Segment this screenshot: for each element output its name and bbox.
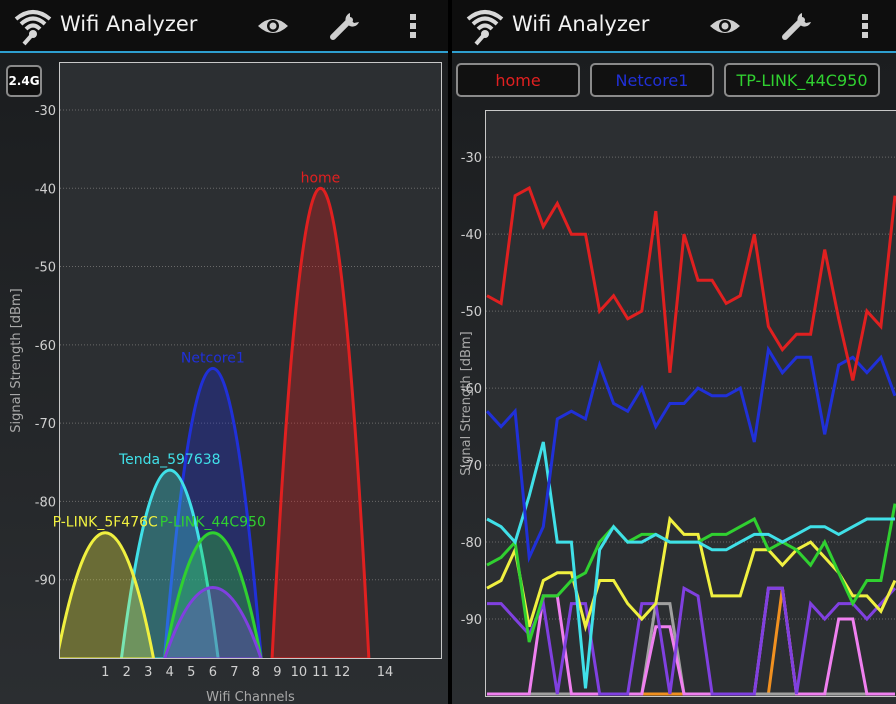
view-button[interactable] (254, 7, 292, 45)
overflow-menu-icon (862, 14, 868, 38)
ap-filter-home-button[interactable]: home (456, 63, 580, 97)
overflow-menu-icon (410, 14, 416, 38)
signal-lines (485, 185, 896, 696)
y-tick-label: -80 (35, 495, 56, 510)
y-axis-label: Signal Strength [dBm] (9, 288, 24, 432)
ap-filter-label: TP-LINK_44C950 (736, 70, 868, 90)
y-axis-label: Signal Strength [dBm] (459, 331, 474, 475)
signal-line-tp-link_44c950 (486, 503, 896, 643)
signal-line-home (486, 185, 896, 381)
x-tick-label: 2 (123, 665, 131, 680)
signal-line-tenda_597638 (486, 441, 895, 689)
time-graph-area: home Netcore1 TP-LINK_44C950 -30 -40 -50 -6… (452, 53, 896, 704)
network-label: home (301, 170, 341, 186)
y-tick-label: -60 (35, 339, 56, 354)
network-curve-purple (163, 586, 263, 658)
channel-graph-chart: -30-40-50-60-70-80-901 2 3 4 5 6 7 8 9 10 11 12 14Si… (9, 104, 441, 704)
x-tick-label: 3 (144, 665, 152, 680)
wifi-logo-icon (14, 10, 52, 46)
network-curve-tp-link_44c950 (163, 531, 263, 658)
network-label: Tenda_597638 (118, 452, 221, 468)
time-graph-chart: -30 -40 -50 -60 -70 -80 -90 Signal Strength [dB… (459, 151, 896, 696)
ap-filter-label: Netcore1 (615, 70, 689, 90)
overflow-menu-button[interactable] (848, 7, 882, 45)
x-tick-label: 11 (312, 665, 329, 680)
network-label: P-LINK_5F476C (53, 515, 158, 531)
signal-line-netcore1 (485, 345, 896, 564)
network-curves (60, 186, 371, 658)
x-tick-label: 5 (187, 665, 195, 680)
y-tick-label: -90 (461, 613, 482, 628)
y-tick-label: -90 (35, 574, 56, 589)
network-curve-home (270, 186, 371, 658)
x-tick-label: 7 (230, 665, 238, 680)
ap-filter-tplink-button[interactable]: TP-LINK_44C950 (724, 63, 880, 97)
x-tick-label: 1 (101, 665, 109, 680)
wrench-icon (330, 13, 359, 40)
x-tick-label: 14 (377, 665, 394, 680)
signal-line-purple (487, 585, 896, 696)
x-tick-label: 8 (252, 665, 260, 680)
network-label: Netcore1 (181, 350, 245, 366)
y-tick-label: -70 (461, 459, 482, 474)
wrench-icon (782, 13, 811, 40)
channel-plot-frame (59, 62, 442, 659)
app-title: Wifi Analyzer (512, 12, 650, 36)
eye-icon (258, 19, 288, 33)
x-tick-label: 12 (334, 665, 351, 680)
y-tick-label: -40 (461, 228, 482, 243)
network-curve-netcore1 (162, 367, 263, 658)
y-tick-label: -70 (35, 417, 56, 432)
eye-icon (710, 19, 740, 33)
y-tick-label: -60 (461, 382, 482, 397)
view-button[interactable] (706, 7, 744, 45)
x-tick-label: 6 (209, 665, 217, 680)
y-tick-label: -80 (461, 536, 482, 551)
x-axis-label: Wifi Channels (206, 690, 295, 704)
y-tick-label: -50 (35, 261, 56, 276)
x-tick-label: 10 (291, 665, 308, 680)
ap-filter-netcore1-button[interactable]: Netcore1 (590, 63, 714, 97)
x-tick-label: 4 (166, 665, 174, 680)
wifi-logo-icon (466, 10, 504, 46)
channel-graph-screen: Wifi Analyzer 2.4G -30 -40 -50 -60 -70 -80 (0, 0, 448, 704)
time-graph-screen: Wifi Analyzer home Netc (452, 0, 896, 704)
tools-button[interactable] (326, 7, 364, 45)
channel-graph-area: 2.4G -30 -40 -50 -60 -70 -80 -90 1 2 3 4 5 6 7 8 9 10 11 1… (0, 53, 448, 704)
y-tick-label: -30 (461, 151, 482, 166)
network-label: P-LINK_44C950 (160, 515, 266, 531)
overflow-menu-button[interactable] (396, 7, 430, 45)
signal-line-yellow (486, 515, 896, 633)
y-tick-label: -40 (35, 182, 56, 197)
action-bar: Wifi Analyzer (0, 0, 448, 53)
band-toggle-button[interactable]: 2.4G (6, 65, 42, 97)
y-tick-label: -30 (35, 104, 56, 119)
network-curve-tp-link_5f476c (60, 531, 155, 658)
x-tick-label: 9 (273, 665, 281, 680)
tools-button[interactable] (778, 7, 816, 45)
y-tick-label: -50 (461, 305, 482, 320)
app-title: Wifi Analyzer (60, 12, 198, 36)
ap-filter-label: home (495, 70, 541, 90)
action-bar: Wifi Analyzer (452, 0, 896, 53)
